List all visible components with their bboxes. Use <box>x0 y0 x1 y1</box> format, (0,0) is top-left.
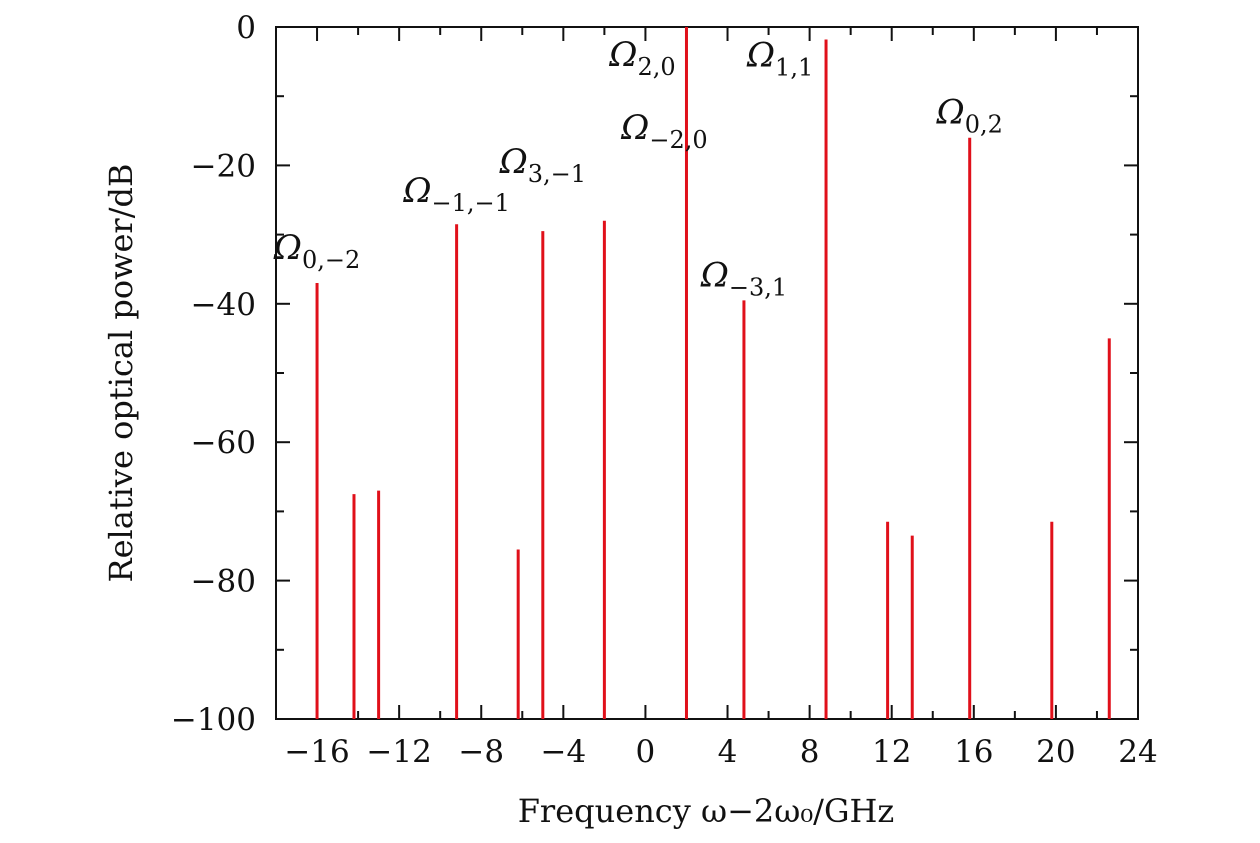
y-axis-label: Relative optical power/dB <box>102 163 140 582</box>
peak-label: Ω0,2 <box>936 93 1003 139</box>
peak-label: Ω0,−2 <box>273 228 360 274</box>
x-tick-label: −8 <box>458 734 504 770</box>
x-tick-label: −4 <box>540 734 586 770</box>
peak-labels: Ω0,−2 Ω−1,−1Ω3,−1 Ω−2,0 Ω2,0 Ω−3,1 Ω1,1 Ω0,2 <box>273 35 1003 301</box>
x-tick-label: 16 <box>954 734 993 770</box>
x-tick-label: −16 <box>284 734 349 770</box>
y-tick-label: −60 <box>191 425 256 461</box>
x-tick-label: 20 <box>1036 734 1075 770</box>
x-tick-label: 12 <box>872 734 911 770</box>
y-tick-label: −20 <box>191 148 256 184</box>
x-tick-label: 8 <box>800 734 820 770</box>
peak-label: Ω−2,0 <box>620 108 707 154</box>
peak-label: Ω−1,−1 <box>402 171 510 217</box>
y-tick-label: −100 <box>171 702 256 738</box>
peak-label: Ω2,0 <box>608 35 675 81</box>
y-tick-label: −80 <box>191 564 256 600</box>
peak-label: Ω−3,1 <box>700 255 787 301</box>
x-tick-label: 24 <box>1118 734 1157 770</box>
peak-label: Ω1,1 <box>746 35 813 81</box>
x-tick-label: 0 <box>636 734 656 770</box>
peak-label: Ω3,−1 <box>499 142 586 188</box>
y-axis-ticks: 0 −20 −40 −60 −80 −100 <box>171 10 1138 738</box>
x-tick-label: −12 <box>366 734 431 770</box>
y-tick-label: 0 <box>236 10 256 46</box>
x-axis-ticks: −16 −12 −8 −4 0 4 8 12 16 20 24 <box>275 27 1158 770</box>
y-tick-label: −40 <box>191 287 256 323</box>
x-axis-label: Frequency ω−2ω₀/GHz <box>518 792 895 830</box>
x-tick-label: 4 <box>718 734 738 770</box>
peak-lines <box>315 27 1111 719</box>
